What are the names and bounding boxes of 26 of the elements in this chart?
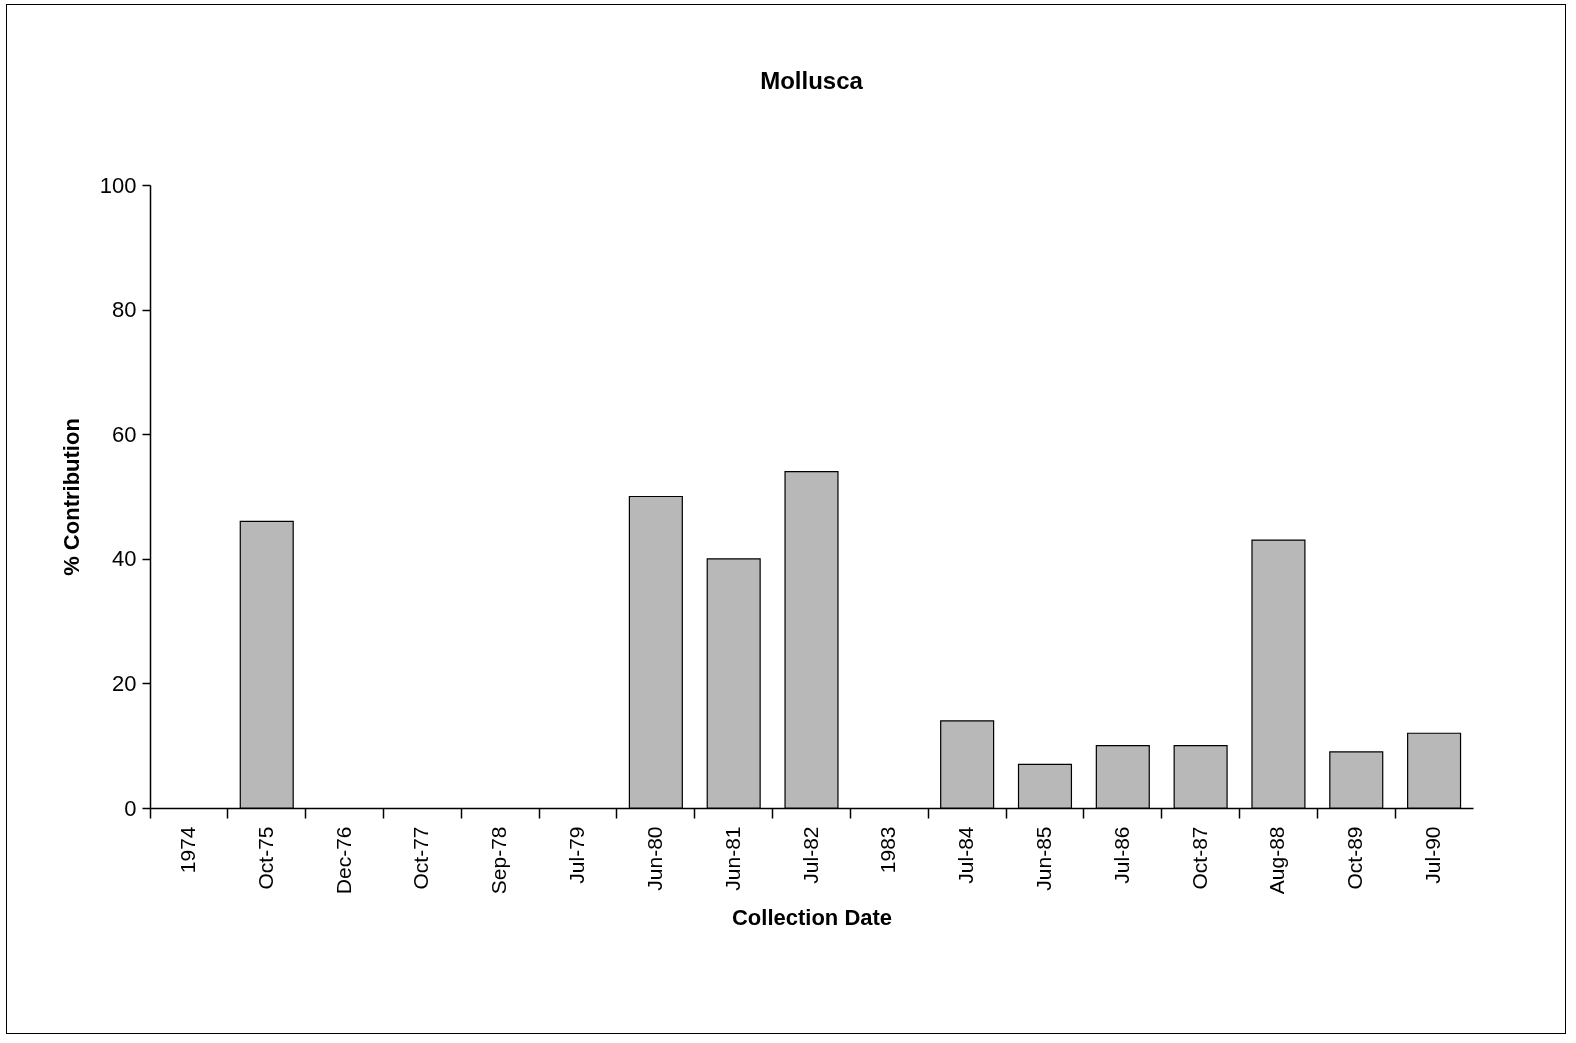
x-tick-label: Oct-89: [1343, 826, 1367, 890]
x-tick-label: Jun-85: [1031, 826, 1055, 891]
x-tick-label: Jul-79: [565, 826, 589, 884]
x-tick-label: Aug-88: [1265, 826, 1289, 895]
x-tick-label: Jul-86: [1109, 826, 1133, 884]
y-tick-label: 20: [112, 670, 137, 696]
x-tick-label: Oct-75: [253, 826, 277, 890]
x-tick-label: Jul-90: [1421, 826, 1445, 884]
y-tick-label: 40: [112, 546, 137, 572]
x-axis-title: Collection Date: [731, 905, 893, 931]
x-tick-label: Jun-81: [720, 826, 744, 891]
y-axis-title: % Contribution: [58, 418, 84, 576]
x-tick-label: Oct-87: [1187, 826, 1211, 890]
x-tick-label: Jun-80: [642, 826, 666, 891]
y-tick-label: 80: [112, 297, 137, 323]
x-tick-label: Sep-78: [487, 826, 511, 895]
x-tick-label: 1983: [876, 826, 900, 874]
x-tick-label: Oct-77: [409, 826, 433, 890]
x-tick-label: Jul-84: [954, 826, 978, 884]
x-tick-label: Jul-82: [798, 826, 822, 884]
x-tick-label: Dec-76: [331, 826, 355, 895]
y-tick-label: 0: [124, 795, 137, 821]
y-tick-label: 60: [112, 421, 137, 447]
y-tick-label: 100: [99, 172, 137, 198]
x-tick-label: 1974: [175, 826, 199, 874]
chart-title: Mollusca: [760, 67, 864, 94]
